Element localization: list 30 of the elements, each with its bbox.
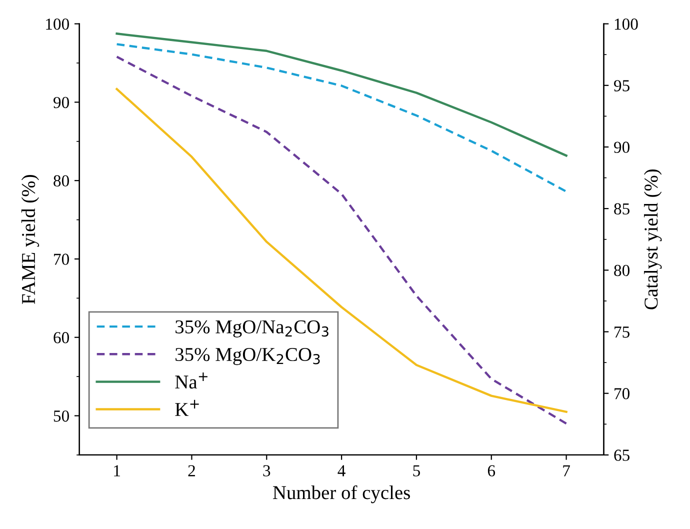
y-tick-label: 60 — [54, 332, 69, 344]
x-tick-label: 4 — [338, 465, 346, 476]
y2-axis-title: Catalyst yield (%) — [644, 169, 662, 310]
x-tick-label: 2 — [188, 465, 195, 476]
y2-tick-label: 75 — [614, 326, 630, 338]
legend-label: 35% MgO/Na$_{2}$CO$_{3}$ — [176, 320, 328, 338]
y2-tick-label: 90 — [614, 142, 630, 153]
y2-tick-label: 65 — [614, 450, 630, 461]
y-tick-label: 90 — [54, 96, 69, 108]
legend-label: 35% MgO/K$_{2}$CO$_{3}$ — [176, 348, 320, 366]
x-tick-label: 7 — [563, 465, 570, 476]
y2-tick-label: 95 — [614, 80, 630, 92]
x-tick-label: 1 — [114, 465, 120, 476]
line-series — [116, 43, 568, 193]
y2-tick-label: 80 — [614, 264, 630, 276]
line-series — [116, 32, 568, 157]
y-tick-label: 80 — [54, 175, 69, 187]
x-axis-title: Number of cycles — [273, 485, 410, 504]
y2-tick-label: 85 — [614, 203, 630, 215]
legend-label: K$^{+}$ — [175, 400, 199, 416]
y-tick-label: 50 — [54, 410, 69, 422]
x-tick-label: 5 — [413, 465, 420, 476]
legend-label: Na$^{+}$ — [175, 372, 208, 389]
y2-tick-label: 100 — [614, 18, 638, 30]
y-tick-label: 100 — [46, 18, 69, 30]
y-axis-title: FAME yield (%) — [21, 175, 40, 304]
y-tick-label: 70 — [54, 254, 69, 265]
x-tick-label: 6 — [488, 465, 496, 476]
x-tick-label: 3 — [263, 465, 270, 476]
y2-tick-label: 70 — [614, 388, 630, 400]
